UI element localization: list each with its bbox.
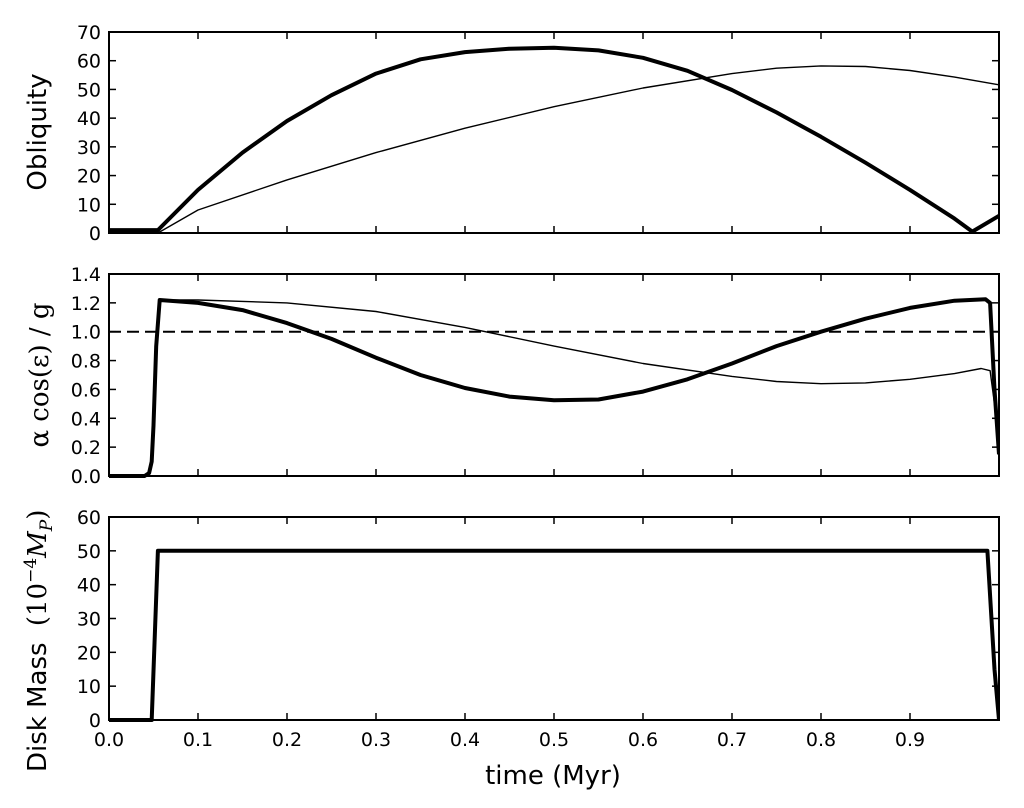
precession-ratio-ytick-label: 0.0 — [71, 466, 101, 488]
disk-mass-xtick-label: 0.5 — [539, 729, 569, 751]
disk-mass-ylabel-unit: (10−4MP) — [21, 510, 57, 627]
disk-mass-xtick-label: 0.3 — [361, 729, 391, 751]
disk-mass-ytick-label: 20 — [77, 642, 101, 664]
obliquity-series-thin-line — [109, 65, 999, 234]
obliquity-ytick-label: 20 — [77, 166, 101, 188]
disk-mass-ytick-label: 60 — [77, 507, 101, 529]
obliquity-axes-frame — [108, 31, 1000, 234]
precession-ratio-ytick-label: 0.8 — [71, 351, 101, 373]
disk-mass-ytick-label: 50 — [77, 541, 101, 563]
precession-ratio-ytick-label: 0.4 — [71, 408, 101, 430]
precession-ratio-ytick-label: 0.6 — [71, 379, 101, 401]
disk-mass-xtick-label: 0.2 — [272, 729, 302, 751]
obliquity-ytick-label: 60 — [77, 51, 101, 73]
obliquity-ytick-label: 40 — [77, 108, 101, 130]
precession-ratio-axes-frame — [108, 273, 1000, 477]
precession-ratio-panel: 0.0 0.2 0.4 0.6 0.8 1.0 1.2 1.4 — [71, 264, 1000, 488]
disk-mass-series-thick-line — [109, 548, 999, 722]
disk-mass-ytick-label: 30 — [77, 609, 101, 631]
disk-mass-xtick-label: 0.9 — [895, 729, 925, 751]
disk-mass-axes-frame — [108, 516, 1000, 721]
disk-mass-xtick-label: 0.1 — [183, 729, 213, 751]
disk-mass-xtick-label: 0.8 — [806, 729, 836, 751]
obliquity-series-thick-line — [109, 45, 999, 234]
disk-mass-xtick-label: 0.6 — [628, 729, 658, 751]
precession-ratio-ytick-label: 0.2 — [71, 437, 101, 459]
obliquity-ytick-label: 30 — [77, 137, 101, 159]
disk-mass-ytick-label: 10 — [77, 676, 101, 698]
precession-ratio-ytick-label: 1.2 — [71, 293, 101, 315]
obliquity-panel: 0 10 20 30 40 50 60 70 — [77, 22, 1000, 245]
precession-ratio-ylabel: α cos(ε) / g — [25, 302, 55, 447]
precession-ratio-ytick-label: 1.4 — [71, 264, 101, 286]
precession-ratio-series-thin-line — [159, 299, 999, 448]
disk-mass-xtick-label: 0.4 — [450, 729, 480, 751]
disk-mass-ytick-label: 0 — [89, 710, 101, 732]
obliquity-ytick-label: 50 — [77, 79, 101, 101]
disk-mass-ylabel: Disk Mass (10−4MP) — [21, 510, 57, 772]
disk-mass-xtick-label: 0.0 — [94, 729, 124, 751]
obliquity-ytick-label: 10 — [77, 194, 101, 216]
disk-mass-xtick-label: 0.7 — [717, 729, 747, 751]
disk-mass-panel: 0 10 20 30 40 50 60 0.0 0.1 0.2 0.3 0.4 0.5 0.6 0.7 0.8… — [77, 507, 1000, 751]
precession-ratio-series-thick-line — [109, 297, 999, 478]
x-axis-label: time (Myr) — [485, 761, 621, 791]
obliquity-ytick-label: 70 — [77, 22, 101, 44]
obliquity-ytick-label: 0 — [89, 223, 101, 245]
obliquity-ylabel: Obliquity — [23, 73, 53, 190]
disk-mass-ylabel-text: Disk Mass — [23, 642, 53, 772]
disk-mass-ytick-label: 40 — [77, 575, 101, 597]
precession-ratio-ytick-label: 1.0 — [71, 322, 101, 344]
